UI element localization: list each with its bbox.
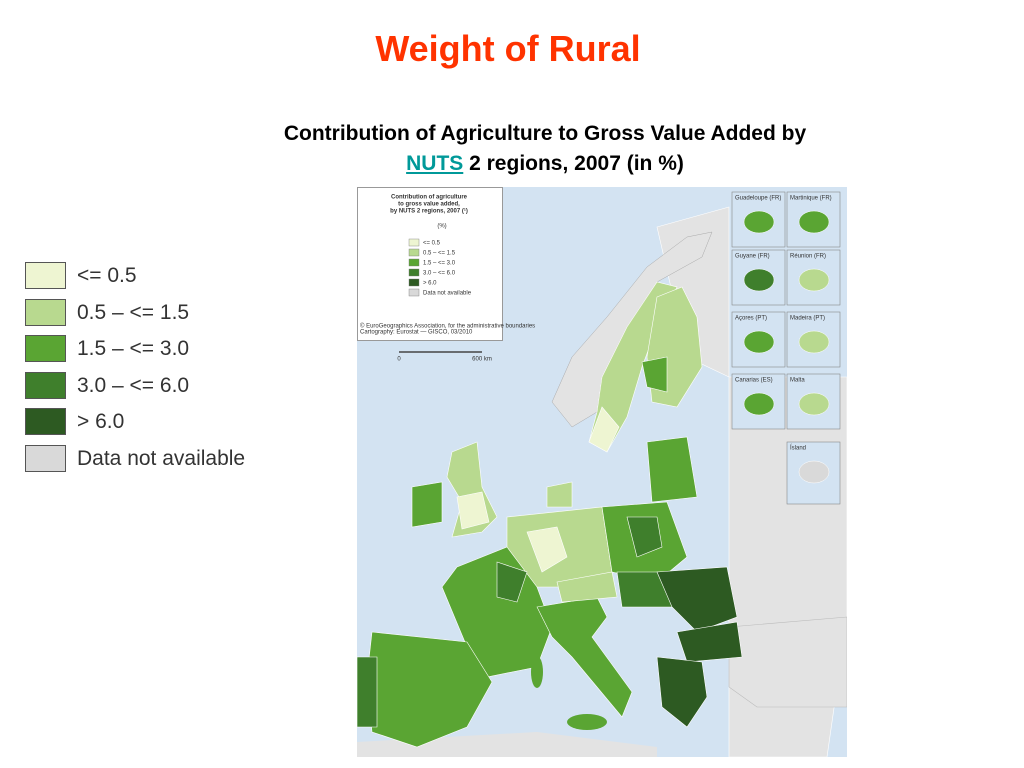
legend-swatch bbox=[25, 298, 66, 326]
region bbox=[641, 356, 668, 393]
inset-label: Martinique (FR) bbox=[790, 196, 832, 202]
inset-land bbox=[798, 392, 830, 416]
map-legend-title: Contribution of agriculture bbox=[391, 195, 468, 201]
region bbox=[588, 406, 620, 453]
insets: Guadeloupe (FR) Martinique (FR) Guyane (FR… bbox=[731, 191, 841, 505]
romania bbox=[656, 566, 738, 633]
map-legend-label: > 6.0 bbox=[423, 281, 437, 287]
nuts-link[interactable]: NUTS bbox=[406, 152, 464, 175]
inset-label: Madeira (PT) bbox=[790, 316, 825, 322]
subtitle-rest: 2 regions, 2007 (in %) bbox=[469, 152, 684, 175]
legend-label: <= 0.5 bbox=[77, 264, 137, 287]
inset-land bbox=[798, 268, 830, 292]
subtitle-line: NUTS 2 regions, 2007 (in %) bbox=[180, 149, 910, 179]
sardinia bbox=[531, 656, 543, 688]
inset-label: Malta bbox=[790, 378, 805, 384]
map-legend-swatch bbox=[408, 248, 420, 257]
inset-land bbox=[798, 460, 830, 484]
bulgaria bbox=[676, 621, 743, 663]
austria bbox=[556, 571, 618, 603]
legend-label: 1.5 – <= 3.0 bbox=[77, 337, 190, 360]
inset-land bbox=[743, 268, 775, 292]
ireland bbox=[411, 481, 443, 528]
portugal bbox=[357, 656, 378, 728]
legend-swatch bbox=[25, 408, 66, 435]
legend-swatch bbox=[25, 444, 66, 472]
map-legend-label: <= 0.5 bbox=[423, 241, 441, 247]
map-legend-label: 3.0 – <= 6.0 bbox=[423, 271, 456, 277]
inset-label: Canarias (ES) bbox=[735, 378, 773, 384]
baltics bbox=[646, 436, 698, 503]
inset-land bbox=[743, 392, 775, 416]
legend-label: 3.0 – <= 6.0 bbox=[77, 373, 190, 397]
map-legend-swatch bbox=[408, 258, 420, 267]
inset-land bbox=[743, 330, 775, 354]
map-legend-title: by NUTS 2 regions, 2007 (¹) bbox=[390, 208, 468, 215]
map-legend-box bbox=[357, 187, 503, 341]
map-legend-label: 1.5 – <= 3.0 bbox=[423, 261, 456, 267]
map-legend-unit: (%) bbox=[437, 224, 446, 230]
map-legend-label: Data not available bbox=[423, 291, 472, 297]
subtitle-line: Contribution of Agriculture to Gross Val… bbox=[283, 122, 807, 145]
turkey bbox=[728, 616, 847, 708]
greece bbox=[656, 656, 708, 728]
map-legend-swatch bbox=[408, 238, 420, 247]
legend-label: 0.5 – <= 1.5 bbox=[77, 300, 190, 324]
inset-label: Réunion (FR) bbox=[790, 254, 826, 260]
map-copyright: © EuroGeographics Association, for the a… bbox=[360, 323, 535, 330]
inset-label: Guyane (FR) bbox=[735, 254, 770, 260]
legend-label: > 6.0 bbox=[77, 410, 125, 433]
region bbox=[626, 516, 663, 558]
inset-label: Açores (PT) bbox=[735, 316, 767, 322]
map-legend-swatch bbox=[408, 288, 420, 297]
sicily bbox=[567, 714, 607, 730]
subtitle: Contribution of Agriculture to Gross Val… bbox=[180, 119, 910, 179]
map-legend-swatch bbox=[408, 268, 420, 277]
inset-land bbox=[798, 210, 830, 234]
map-legend-swatch bbox=[408, 278, 420, 287]
italy bbox=[536, 596, 633, 718]
legend-swatch bbox=[25, 371, 66, 399]
legend-label: Data not available bbox=[77, 446, 246, 470]
scale-label: 600 km bbox=[472, 357, 492, 363]
inset-label: Ísland bbox=[790, 445, 806, 452]
region bbox=[526, 526, 568, 573]
legend-swatch bbox=[25, 262, 66, 289]
inset-land bbox=[798, 330, 830, 354]
map-legend-title: to gross value added, bbox=[398, 202, 460, 208]
slide-title: Weight of Rural bbox=[375, 28, 641, 69]
inset-land bbox=[743, 210, 775, 234]
map-legend-label: 0.5 – <= 1.5 bbox=[423, 251, 456, 257]
region bbox=[456, 491, 490, 530]
map-cartography: Cartography: Eurostat — GISCO, 03/2010 bbox=[360, 330, 473, 336]
scale-label: 0 bbox=[397, 357, 401, 363]
legend-swatch bbox=[25, 335, 66, 362]
inset-label: Guadeloupe (FR) bbox=[735, 196, 781, 202]
denmark bbox=[546, 481, 573, 508]
region bbox=[496, 561, 528, 603]
